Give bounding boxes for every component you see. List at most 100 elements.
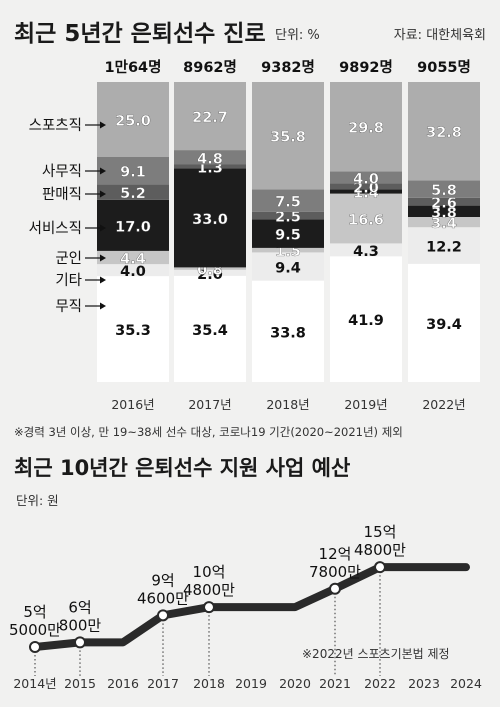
arrow-head-icon [100,254,106,262]
x-tick-label: 2024 [450,676,482,691]
bar-value-label: 41.9 [348,313,384,329]
point-value-label: 5000만 [9,621,61,639]
bar-value-label: 5.8 [431,183,457,199]
bar-segment [174,267,246,270]
bar-value-label: 9.1 [120,165,146,181]
bar-segment [408,197,480,206]
point-value-label: 6억 [68,598,91,616]
bar-value-label: 4.0 [353,171,379,187]
bar-segment [330,243,402,257]
chart1-footnote: ※경력 3년 이상, 만 19~38세 선수 대상, 코로나19 기간(2020… [14,425,403,439]
arrow-head-icon [100,167,106,175]
bar-segment [330,189,402,194]
bar-segment [252,252,324,281]
bar-value-label: 4.8 [197,151,223,167]
bar-value-label: 4.3 [353,244,379,260]
data-point [29,641,41,653]
bar-value-label: 4.4 [120,252,146,268]
chart1-title: 최근 5년간 은퇴선수 진로 [14,21,266,47]
bar-segment [97,250,169,265]
bar-value-label: 17.0 [115,219,151,235]
bar-value-label: 35.4 [192,323,228,339]
point-value-label: 4600만 [137,589,189,607]
point-value-label: 12억 [319,545,352,563]
bar-segment [330,193,402,244]
bar-segment [174,82,246,151]
arrow-head-icon [100,224,106,232]
bar-segment [330,183,402,190]
x-tick-label: 2016 [107,676,139,691]
bar-segment [408,227,480,264]
bar-value-label: 9.4 [275,261,301,277]
chart2-unit: 단위: 원 [16,493,59,508]
arrow-head-icon [100,302,106,310]
arrow-head-icon [100,190,106,198]
bar-segment [174,168,246,268]
point-value-label: 800만 [59,616,102,634]
bar-value-label: 22.7 [192,110,228,126]
bar-value-label: 32.8 [426,125,462,141]
bar-total-label: 9892명 [339,58,393,76]
bar-total-label: 9382명 [261,58,315,76]
point-value-label: 15억 [364,523,397,541]
series-label: 무직 [55,298,82,315]
bar-segment [408,217,480,228]
budget-line [31,563,470,651]
bar-value-label: 35.8 [270,130,306,146]
bar-segment [97,276,169,382]
bar-value-label: 9.5 [275,228,301,244]
series-label: 사무직 [42,163,82,180]
bar-value-label: 1.5 [275,244,301,260]
bar-segment [97,199,169,251]
bar-segment [252,280,324,382]
bar-value-label: 1.4 [353,186,379,202]
bar-segment [97,82,169,157]
bar-value-label: 16.6 [348,213,384,229]
chart2-note: ※2022년 스포츠기본법 제정 [302,647,450,661]
bar-segment [330,82,402,172]
point-value-label: 7800만 [309,563,361,581]
stacked-bars: 1만64명35.34.04.417.05.29.125.02016년8962명3… [29,58,480,412]
bar-segment [174,275,246,382]
bar-value-label: 35.3 [115,323,151,339]
point-value-label: 4800만 [183,581,235,599]
point-value-label: 5억 [23,603,46,621]
bar-value-label: 25.0 [115,114,151,130]
bar-segment [252,219,324,248]
bar-segment [408,180,480,198]
bar-segment [252,82,324,190]
bar-value-label: 33.8 [270,325,306,341]
bar-value-label: 2.6 [431,196,457,212]
bar-value-label: 39.4 [426,317,462,333]
x-tick-label: 2022년 [422,397,465,412]
bar-segment [97,264,169,277]
chart1-source: 자료: 대한체육회 [394,28,486,43]
series-label: 군인 [55,250,82,267]
bar-value-label: 29.8 [348,121,384,137]
bar-value-label: 4.0 [120,264,146,280]
series-label: 서비스직 [29,220,82,237]
x-tick-label: 2017년 [188,397,231,412]
bar-value-label: 2.0 [353,180,379,196]
bar-segment [174,164,246,169]
bar-segment [330,171,402,184]
bar-value-label: 2.5 [275,210,301,226]
bar-segment [408,205,480,217]
bar-segment [408,82,480,181]
bar-segment [252,211,324,220]
x-tick-label: 2018 [193,676,225,691]
point-value-label: 9억 [151,571,174,589]
x-tick-label: 2020 [279,676,311,691]
bar-total-label: 8962명 [183,58,237,76]
x-tick-label: 2019년 [344,397,387,412]
bar-value-label: 33.0 [192,212,228,228]
data-point [203,601,215,614]
series-label: 판매직 [42,186,82,203]
bar-value-label: 3.8 [431,205,457,221]
data-point [74,636,86,649]
bar-value-label: 7.5 [275,195,301,211]
chart1-unit: 단위: % [275,28,320,43]
bar-segment [330,256,402,382]
